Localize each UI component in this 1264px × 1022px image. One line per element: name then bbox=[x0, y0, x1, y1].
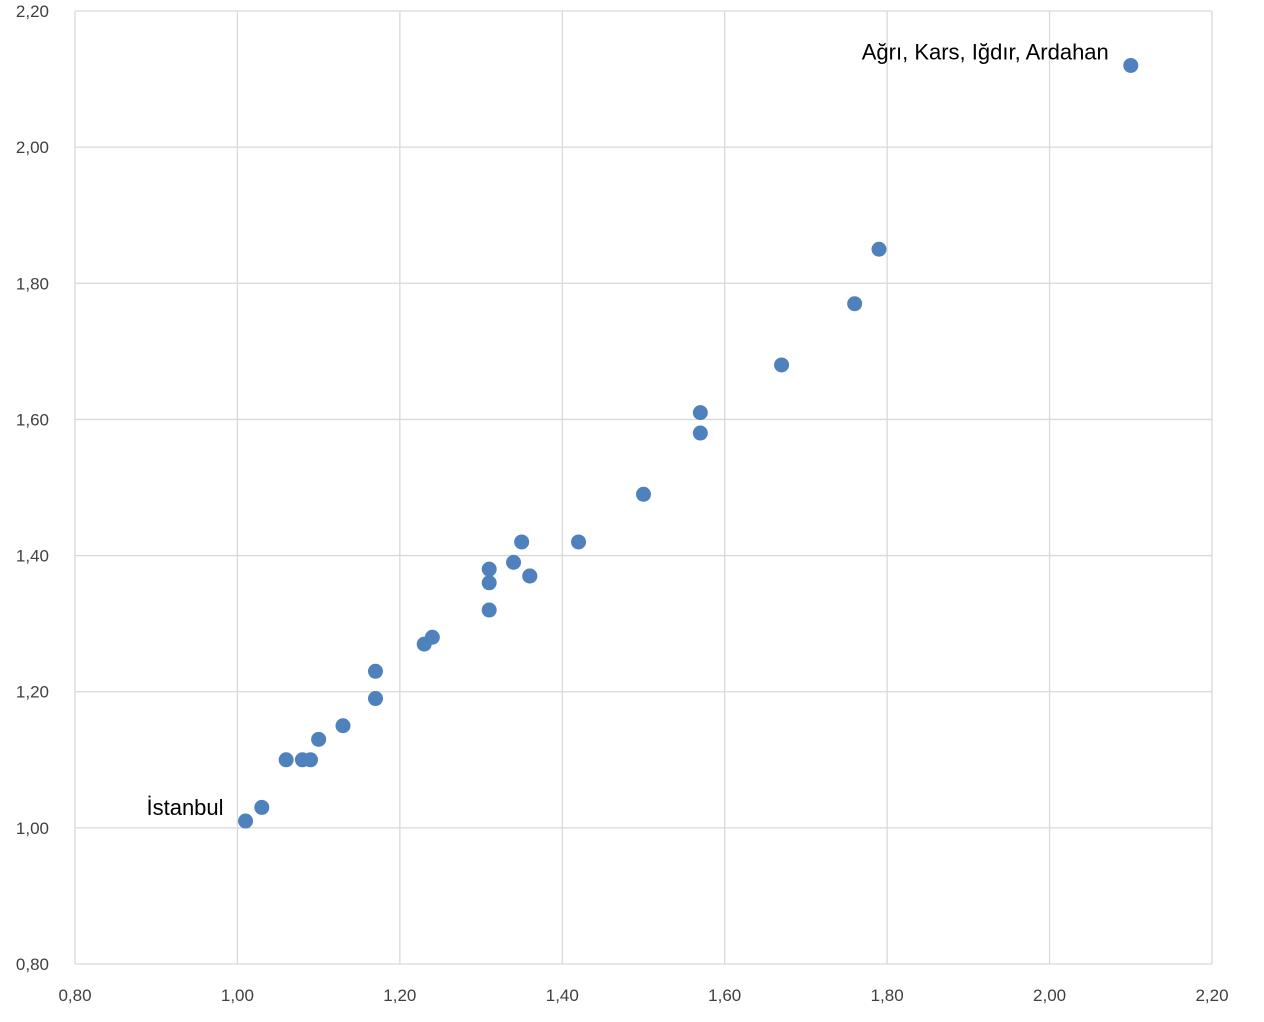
gridlines bbox=[74, 10, 1213, 965]
data-point bbox=[335, 718, 351, 734]
y-tick-label: 1,80 bbox=[16, 274, 49, 293]
data-point bbox=[303, 752, 319, 768]
annotations: İstanbul Ağrı, Kars, Iğdır, Ardahan bbox=[146, 39, 1108, 820]
data-point bbox=[311, 731, 327, 747]
x-tick-label: 1,60 bbox=[708, 986, 741, 1005]
y-tick-label: 1,00 bbox=[16, 819, 49, 838]
y-tick-label: 2,00 bbox=[16, 138, 49, 157]
x-tick-label: 2,00 bbox=[1033, 986, 1066, 1005]
data-point bbox=[254, 799, 270, 815]
data-point bbox=[481, 602, 497, 618]
point-annotation: Ağrı, Kars, Iğdır, Ardahan bbox=[862, 39, 1109, 64]
y-tick-label: 1,60 bbox=[16, 410, 49, 429]
x-tick-label: 1,20 bbox=[383, 986, 416, 1005]
data-point bbox=[481, 561, 497, 577]
data-point bbox=[636, 486, 651, 502]
x-tick-label: 1,80 bbox=[871, 986, 904, 1005]
data-point bbox=[571, 534, 587, 550]
y-tick-label: 2,20 bbox=[16, 2, 49, 21]
data-point bbox=[514, 534, 530, 550]
data-point bbox=[692, 425, 708, 441]
data-point bbox=[506, 554, 522, 570]
tick-labels: 0,80 1,00 1,20 1,40 1,60 1,80 2,00 2,20 0,80 1,00… bbox=[16, 2, 1229, 1005]
data-point bbox=[692, 405, 708, 421]
data-points bbox=[238, 57, 1139, 829]
y-tick-label: 1,20 bbox=[16, 683, 49, 702]
x-tick-label: 1,00 bbox=[221, 986, 254, 1005]
x-tick-label: 1,40 bbox=[546, 986, 579, 1005]
data-point bbox=[1123, 57, 1139, 73]
point-annotation: İstanbul bbox=[146, 795, 223, 820]
data-point bbox=[871, 241, 887, 257]
x-tick-label: 2,20 bbox=[1195, 986, 1228, 1005]
data-point bbox=[774, 357, 790, 373]
y-tick-label: 0,80 bbox=[16, 955, 49, 974]
data-point bbox=[278, 752, 294, 768]
data-point bbox=[367, 691, 383, 707]
data-point bbox=[367, 663, 383, 679]
data-point bbox=[522, 568, 538, 584]
x-tick-label: 0,80 bbox=[58, 986, 91, 1005]
data-point bbox=[424, 629, 440, 645]
data-point bbox=[847, 296, 863, 312]
data-point bbox=[238, 813, 254, 829]
y-tick-label: 1,40 bbox=[16, 547, 49, 566]
data-point bbox=[481, 575, 497, 591]
